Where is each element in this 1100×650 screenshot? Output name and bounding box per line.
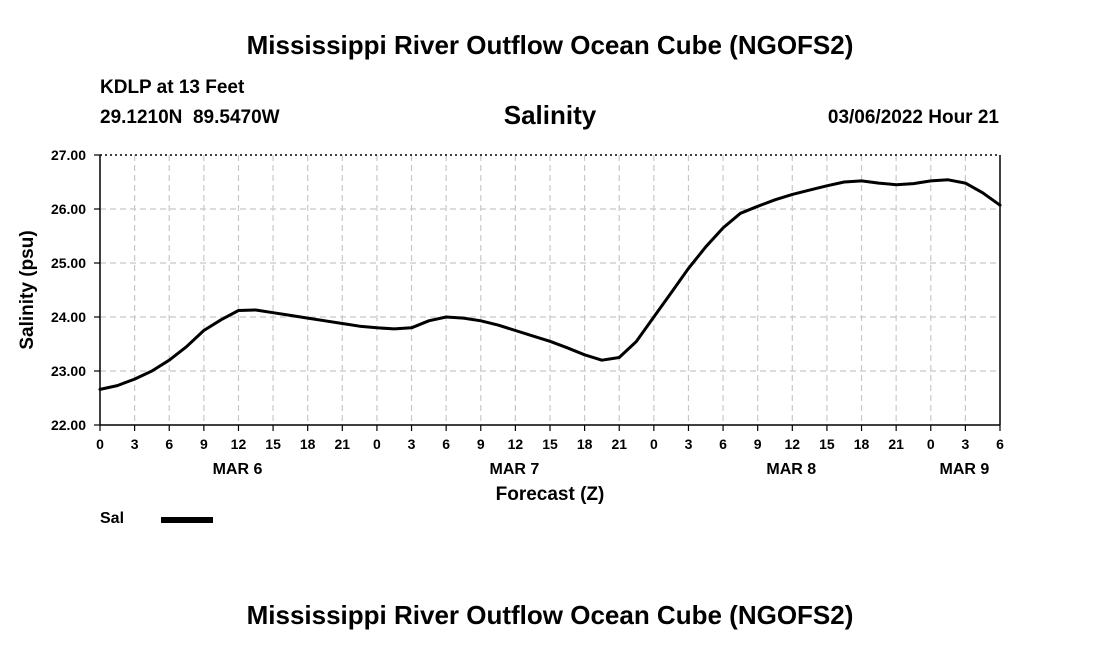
x-day-label: MAR 9 <box>939 461 989 478</box>
series-line-sal <box>98 178 1002 391</box>
x-day-label: MAR 6 <box>213 461 263 478</box>
x-tick-label: 12 <box>508 436 524 452</box>
y-tick-label: 24.00 <box>51 309 86 325</box>
chart-bottom-title: Mississippi River Outflow Ocean Cube (NG… <box>246 600 854 630</box>
legend-swatch <box>161 517 213 523</box>
y-tick-label: 27.00 <box>51 147 86 163</box>
forecast-datetime: 03/06/2022 Hour 21 <box>827 107 999 128</box>
x-tick-label: 12 <box>231 436 247 452</box>
x-tick-label: 6 <box>442 436 450 452</box>
x-tick-label: 21 <box>335 436 351 452</box>
x-tick-label: 0 <box>650 436 658 452</box>
x-tick-label: 15 <box>542 436 558 452</box>
x-tick-label: 6 <box>165 436 173 452</box>
x-day-label: MAR 8 <box>766 461 816 478</box>
x-tick-label: 6 <box>996 436 1004 452</box>
x-tick-label: 18 <box>300 436 316 452</box>
y-tick-label: 23.00 <box>51 363 86 379</box>
chart-top-title: Mississippi River Outflow Ocean Cube (NG… <box>246 30 854 60</box>
y-tick-label: 25.00 <box>51 255 86 271</box>
x-tick-label: 0 <box>373 436 381 452</box>
x-tick-label: 3 <box>961 436 969 452</box>
x-tick-label: 21 <box>611 436 627 452</box>
x-day-label: MAR 7 <box>489 461 539 478</box>
station-label: KDLP at 13 Feet <box>100 77 245 98</box>
legend-label: Sal <box>100 510 125 527</box>
x-tick-label: 9 <box>477 436 485 452</box>
x-tick-label: 18 <box>577 436 593 452</box>
x-tick-label: 9 <box>754 436 762 452</box>
x-tick-label: 15 <box>819 436 835 452</box>
x-tick-label: 18 <box>854 436 870 452</box>
x-tick-label: 15 <box>265 436 281 452</box>
station-coordinates: 29.1210N 89.5470W <box>100 107 280 128</box>
x-tick-label: 6 <box>719 436 727 452</box>
x-tick-label: 9 <box>200 436 208 452</box>
y-tick-label: 22.00 <box>51 417 86 433</box>
y-axis-title: Salinity (psu) <box>17 230 38 349</box>
x-tick-label: 21 <box>888 436 904 452</box>
x-tick-label: 3 <box>408 436 416 452</box>
x-tick-label: 0 <box>96 436 104 452</box>
chart-title: Salinity <box>503 100 597 130</box>
x-tick-label: 0 <box>927 436 935 452</box>
x-tick-label: 12 <box>785 436 801 452</box>
x-tick-label: 3 <box>685 436 693 452</box>
x-axis-title: Forecast (Z) <box>496 484 605 505</box>
y-tick-label: 26.00 <box>51 201 86 217</box>
x-tick-label: 3 <box>131 436 139 452</box>
